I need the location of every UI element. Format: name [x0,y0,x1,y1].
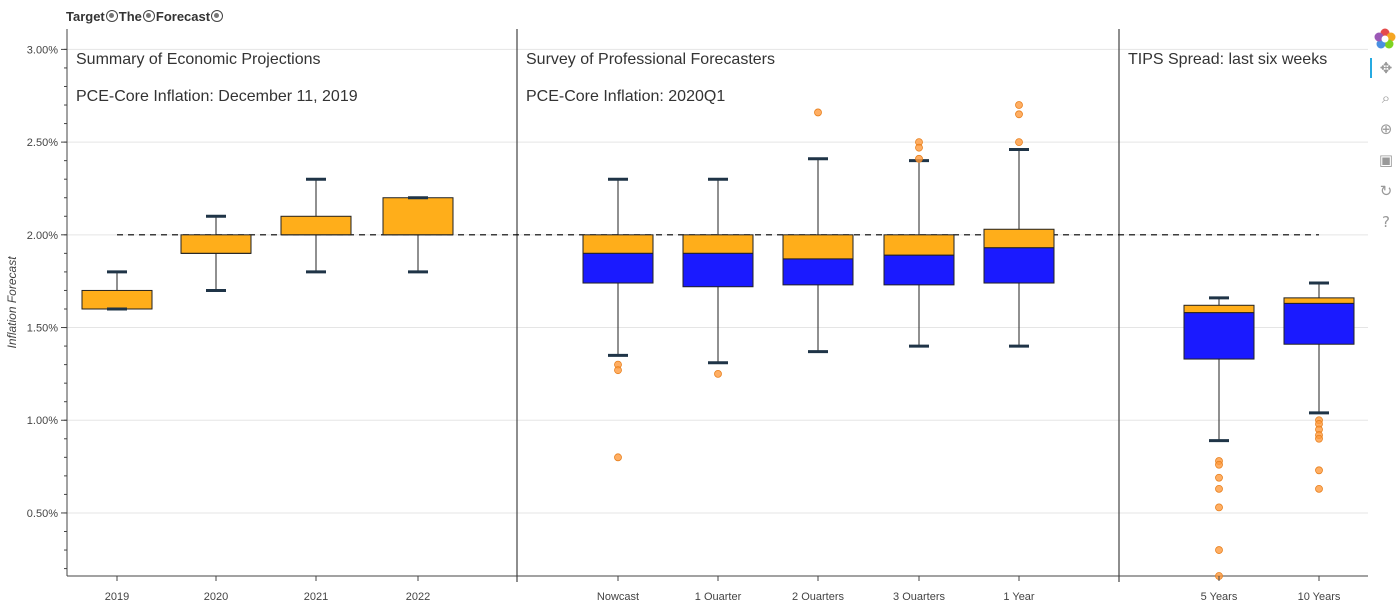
upper-box [1183,304,1255,314]
outlier-point [915,154,923,163]
title-part: Forecast [155,9,211,24]
x-tick-label: 1 Quarter [695,591,742,600]
upper-box [382,197,454,236]
wheel-zoom-icon[interactable]: ⊕ [1379,120,1393,138]
outlier-point [1215,484,1223,493]
outlier-point [1215,473,1223,482]
bokeh-logo-icon[interactable] [1374,28,1396,50]
lower-box [582,252,654,284]
x-tick-label: 1 Year [1003,591,1035,600]
x-tick-label: 2019 [105,591,129,600]
upper-box [682,234,754,254]
outlier-point [714,369,722,378]
panel-subheading: PCE-Core Inflation: December 11, 2019 [76,88,358,105]
help-icon[interactable]: ? [1382,213,1390,231]
y-tick-label: 1.00% [27,415,58,427]
x-tick-label: 3 Quarters [893,591,945,600]
lower-box [682,252,754,288]
x-tick-label: 2022 [406,591,430,600]
upper-box [782,234,854,260]
outlier-point [1015,101,1023,109]
x-tick-label: 5 Years [1201,591,1238,600]
title-part: Target [66,9,105,24]
box-plot-chart: 0.50% 1.00% 1.50% 2.00% 2.50% 3.00% Inflation … [5,29,1368,600]
outlier-point [614,366,622,375]
title-part: The [118,9,142,24]
y-tick-label: 1.50% [27,323,58,335]
x-tick-label: 10 Years [1298,591,1341,600]
lower-box [1183,312,1255,360]
upper-box [1283,297,1355,304]
outlier-point [1215,460,1223,469]
y-tick-label: 2.00% [27,230,58,242]
outlier-point [1315,434,1323,443]
save-icon[interactable]: ▣ [1378,151,1394,169]
y-tick-label: 3.00% [27,44,58,56]
upper-box [883,234,955,256]
lower-box [782,258,854,286]
upper-box [582,234,654,254]
panel-heading: TIPS Spread: last six weeks [1128,51,1327,68]
reset-icon[interactable]: ↻ [1379,182,1393,200]
outlier-point [814,108,822,117]
outlier-point [915,143,923,152]
panel-subheading: PCE-Core Inflation: 2020Q1 [526,88,725,105]
lower-box [983,247,1055,284]
upper-box [280,215,352,236]
y-axis-label: Inflation Forecast [5,256,19,349]
target-icon [142,10,155,22]
x-tick-label: 2 Quarters [792,591,844,600]
x-tick-label: 2020 [204,591,228,600]
lower-box [883,254,955,286]
y-tick-label: 0.50% [27,508,58,520]
upper-box [983,228,1055,249]
outlier-point [1015,110,1023,119]
box-zoom-icon[interactable]: ⌕ [1381,89,1391,107]
target-icon [105,10,118,22]
x-tick-label: Nowcast [597,591,639,600]
upper-box [180,234,252,254]
lower-box [1283,302,1355,345]
target-icon [211,10,224,22]
chart-title: Target The Forecast [66,9,224,24]
outlier-point [1315,484,1323,493]
outlier-point [1015,138,1023,147]
outlier-point [1215,503,1223,512]
outlier-point [614,453,622,462]
outlier-point [1215,546,1223,554]
x-tick-label: 2021 [304,591,328,600]
outlier-point [1315,466,1323,475]
pan-icon[interactable]: ✥ [1370,58,1396,78]
panel-heading: Summary of Economic Projections [76,51,321,68]
panel-heading: Survey of Professional Forecasters [526,51,775,68]
upper-box [81,289,153,310]
y-tick-label: 2.50% [27,137,58,149]
